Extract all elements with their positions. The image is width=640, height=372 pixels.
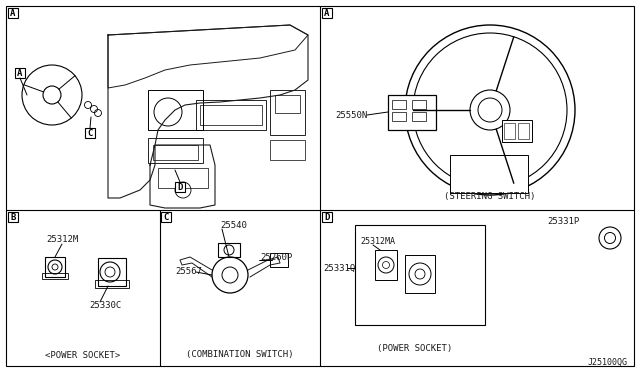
Bar xyxy=(175,182,185,192)
Bar xyxy=(392,100,406,109)
Text: B: B xyxy=(10,212,16,221)
Text: D: D xyxy=(324,212,330,221)
Bar xyxy=(405,255,435,293)
Text: 25312MA: 25312MA xyxy=(360,237,395,247)
Bar xyxy=(450,155,528,193)
Bar xyxy=(275,95,300,113)
Text: (STEERING SWITCH): (STEERING SWITCH) xyxy=(444,192,536,202)
Text: (POWER SOCKET): (POWER SOCKET) xyxy=(378,343,452,353)
Bar xyxy=(158,168,208,188)
Bar xyxy=(200,105,262,125)
Bar xyxy=(388,95,436,130)
Bar xyxy=(98,258,126,286)
Bar xyxy=(504,123,515,139)
Bar xyxy=(161,212,171,222)
Bar xyxy=(196,100,266,130)
Text: D: D xyxy=(177,183,182,192)
Bar xyxy=(218,243,240,257)
Text: 25312M: 25312M xyxy=(46,235,78,244)
Bar xyxy=(148,90,203,130)
Bar xyxy=(8,212,18,222)
Bar xyxy=(322,212,332,222)
Bar xyxy=(412,112,426,121)
Bar xyxy=(412,100,426,109)
Text: A: A xyxy=(10,9,16,17)
Text: 25540: 25540 xyxy=(220,221,247,231)
Bar xyxy=(85,128,95,138)
Text: J25100QG: J25100QG xyxy=(588,357,628,366)
Bar xyxy=(8,8,18,18)
Bar xyxy=(45,257,65,277)
Bar xyxy=(15,68,25,78)
Text: A: A xyxy=(17,68,22,77)
Bar xyxy=(148,138,203,163)
Text: A: A xyxy=(324,9,330,17)
Bar xyxy=(375,250,397,280)
Text: (COMBINATION SWITCH): (COMBINATION SWITCH) xyxy=(186,350,294,359)
Bar xyxy=(270,90,305,135)
Bar xyxy=(42,273,68,279)
Text: C: C xyxy=(87,128,93,138)
Text: 25330C: 25330C xyxy=(89,301,121,310)
Bar xyxy=(270,253,288,267)
Bar xyxy=(355,225,485,325)
Bar xyxy=(392,112,406,121)
Bar xyxy=(322,8,332,18)
Text: C: C xyxy=(163,212,169,221)
Text: <POWER SOCKET>: <POWER SOCKET> xyxy=(45,350,120,359)
Bar xyxy=(95,280,129,288)
Bar xyxy=(270,140,305,160)
Text: 25550N: 25550N xyxy=(335,110,367,119)
Text: 25331Q: 25331Q xyxy=(323,263,355,273)
Bar xyxy=(502,120,532,142)
Text: 25567: 25567 xyxy=(175,267,202,276)
Bar xyxy=(153,145,198,160)
Text: 25260P: 25260P xyxy=(260,253,292,263)
Text: 25331P: 25331P xyxy=(548,218,580,227)
Bar xyxy=(518,123,529,139)
